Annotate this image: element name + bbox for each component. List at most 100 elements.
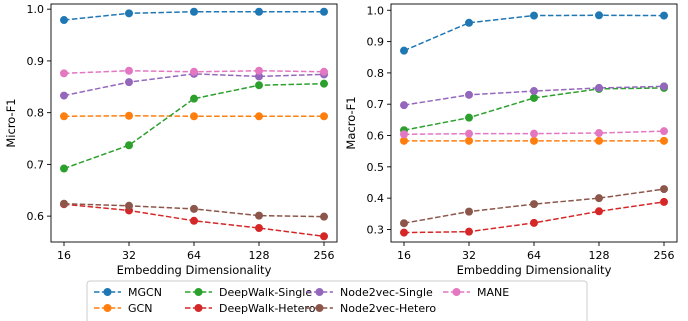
micro-f1-chart: 0.6 0.7 0.8 0.9 1.0 16 32 64 128 256 Embedding Dim…	[4, 3, 338, 277]
legend-label: DeepWalk-Single	[219, 286, 312, 299]
data-point	[190, 7, 198, 16]
series-deepwalk-hetero	[400, 197, 668, 237]
data-point	[530, 218, 538, 227]
legend-item: MGCN	[94, 286, 162, 299]
data-point	[595, 11, 603, 20]
series-mgcn	[60, 7, 328, 25]
series-line	[63, 82, 325, 170]
data-point	[320, 79, 328, 88]
x-tick-label: 16	[57, 249, 71, 262]
y-axis-label: Micro-F1	[4, 98, 18, 147]
legend-marker	[103, 304, 112, 312]
data-point	[320, 232, 328, 241]
data-point	[60, 16, 68, 25]
data-point	[60, 91, 68, 100]
y-tick-label: 1.0	[367, 4, 385, 17]
data-point	[465, 90, 473, 99]
data-point	[400, 228, 408, 237]
y-tick-label: 0.7	[27, 158, 45, 171]
x-tick-label: 32	[122, 249, 136, 262]
data-point	[255, 7, 263, 16]
legend-marker	[452, 288, 461, 296]
data-point	[595, 129, 603, 138]
y-axis-label: Macro-F1	[344, 96, 358, 149]
data-point	[255, 224, 263, 233]
data-point	[190, 67, 198, 76]
data-point	[60, 69, 68, 78]
legend-label: Node2vec-Single	[340, 286, 433, 299]
legend-marker	[315, 304, 324, 312]
data-point	[320, 112, 328, 121]
legend-marker	[194, 304, 203, 312]
data-point	[255, 72, 263, 81]
data-point	[255, 66, 263, 75]
legend-item: DeepWalk-Hetero	[185, 302, 316, 315]
data-point	[660, 197, 668, 206]
data-point	[595, 83, 603, 92]
y-tick-label: 0.9	[367, 36, 385, 49]
series-line	[403, 87, 665, 131]
series-node2vec-hetero	[60, 199, 328, 221]
data-point	[190, 216, 198, 225]
data-point	[660, 136, 668, 145]
data-point	[125, 9, 133, 18]
data-point	[530, 93, 538, 102]
x-tick-label: 32	[462, 249, 476, 262]
data-point	[465, 136, 473, 145]
data-point	[320, 7, 328, 16]
y-tick-label: 0.4	[367, 192, 385, 205]
data-point	[595, 207, 603, 216]
data-point	[60, 164, 68, 173]
data-point	[320, 67, 328, 76]
data-point	[400, 130, 408, 139]
data-point	[400, 101, 408, 110]
legend-label: GCN	[128, 302, 152, 315]
legend-item: DeepWalk-Single	[185, 286, 312, 299]
data-point	[465, 207, 473, 216]
legend-label: DeepWalk-Hetero	[219, 302, 316, 315]
data-point	[530, 11, 538, 20]
y-tick-label: 0.8	[27, 107, 45, 120]
data-point	[190, 94, 198, 103]
legend-marker	[103, 288, 112, 296]
y-tick-label: 0.8	[367, 67, 385, 80]
x-tick-label: 16	[397, 249, 411, 262]
data-point	[530, 87, 538, 96]
series-gcn	[60, 111, 328, 121]
legend-item: Node2vec-Single	[306, 286, 433, 299]
series-gcn	[400, 136, 668, 145]
legend-item: GCN	[94, 302, 152, 315]
x-tick-label: 128	[589, 249, 610, 262]
x-tick-label: 128	[249, 249, 270, 262]
data-point	[595, 194, 603, 203]
x-tick-label: 256	[314, 249, 335, 262]
legend-item: Node2vec-Hetero	[306, 302, 436, 315]
legend-label: MANE	[477, 286, 509, 299]
data-point	[660, 127, 668, 136]
legend-marker	[315, 288, 324, 296]
x-tick-label: 256	[654, 249, 675, 262]
data-point	[190, 204, 198, 213]
series-node2vec-single	[400, 82, 668, 110]
x-tick-label: 64	[187, 249, 201, 262]
data-point	[465, 113, 473, 122]
y-tick-label: 0.7	[367, 98, 385, 111]
data-point	[400, 46, 408, 55]
series-node2vec-hetero	[400, 185, 668, 228]
data-point	[530, 136, 538, 145]
series-deepwalk-single	[60, 79, 328, 173]
data-point	[320, 212, 328, 221]
data-point	[465, 227, 473, 236]
data-point	[60, 112, 68, 121]
data-point	[465, 18, 473, 27]
legend-frame	[86, 280, 588, 321]
legend: MGCN GCN DeepWalk-Single DeepWalk-Hetero Nod…	[86, 280, 588, 321]
data-point	[530, 129, 538, 138]
series-line	[63, 73, 325, 97]
legend-marker	[194, 288, 203, 296]
data-point	[125, 66, 133, 75]
series-mane	[60, 66, 328, 78]
data-point	[125, 111, 133, 120]
data-point	[400, 136, 408, 145]
